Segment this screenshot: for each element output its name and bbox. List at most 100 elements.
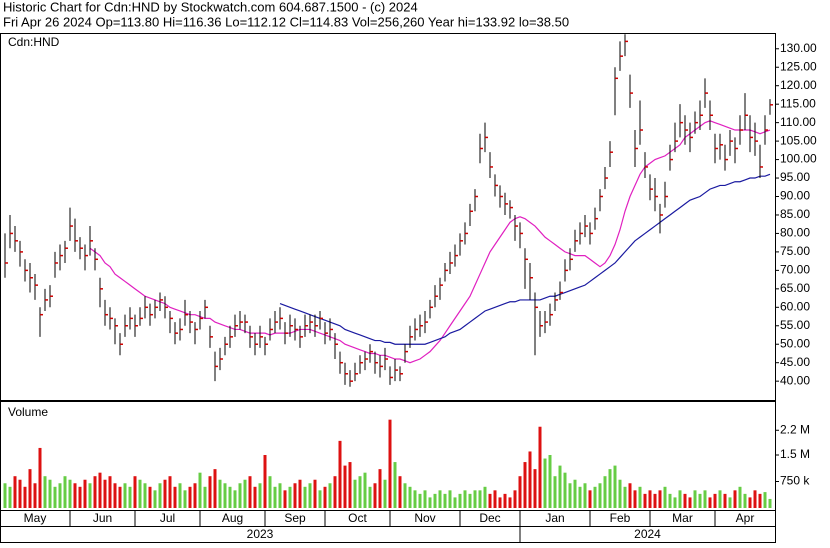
volume-bar [413, 490, 417, 508]
volume-bar [358, 476, 362, 508]
volume-bar [468, 493, 472, 508]
volume-bar [668, 493, 672, 508]
month-label: Jun [93, 511, 112, 525]
y-tick-label: 120.00 [780, 78, 817, 92]
month-label: Aug [222, 511, 243, 525]
volume-bar [88, 483, 92, 508]
volume-bar [288, 486, 292, 508]
volume-bar [263, 455, 267, 508]
volume-bar [698, 493, 702, 508]
volume-bar [768, 498, 772, 508]
volume-bar [83, 479, 87, 508]
volume-bar [238, 483, 242, 508]
y-tick-label: 70.00 [780, 263, 810, 277]
volume-bar [573, 479, 577, 508]
y-tick-label: 60.00 [780, 299, 810, 313]
volume-bar [418, 493, 422, 508]
volume-bar [268, 476, 272, 508]
volume-bar [658, 490, 662, 508]
volume-bar [523, 462, 527, 508]
volume-bar [563, 472, 567, 508]
volume-bar [453, 497, 457, 508]
volume-bar [163, 479, 167, 508]
volume-bar [63, 476, 67, 508]
chart-title: Historic Chart for Cdn:HND by Stockwatch… [3, 0, 418, 14]
volume-bar [303, 486, 307, 508]
volume-bar [433, 493, 437, 508]
volume-bar [258, 483, 262, 508]
volume-bar [198, 472, 202, 508]
volume-bar [763, 492, 767, 508]
month-label: Jul [160, 511, 175, 525]
volume-bar [388, 419, 392, 508]
volume-bar [678, 490, 682, 508]
volume-tick-label: 750 k [780, 474, 810, 488]
volume-bar [93, 476, 97, 508]
volume-bar [78, 486, 82, 508]
month-label: Apr [736, 511, 755, 525]
volume-bar [743, 493, 747, 508]
y-tick-label: 130.00 [780, 41, 817, 55]
volume-bar [3, 483, 7, 508]
volume-bar [493, 490, 497, 508]
volume-bar [18, 479, 22, 508]
volume-bar [328, 483, 332, 508]
volume-bar [738, 486, 742, 508]
volume-bar [173, 486, 177, 508]
volume-bar [73, 483, 77, 508]
volume-bar [588, 490, 592, 508]
volume-bar [118, 486, 122, 508]
volume-bar [338, 440, 342, 508]
volume-bar [703, 490, 707, 508]
volume-bar [248, 476, 252, 508]
volume-bar [168, 476, 172, 508]
y-tick-label: 80.00 [780, 226, 810, 240]
month-label: Nov [414, 511, 435, 525]
volume-bar [648, 490, 652, 508]
y-tick-label: 115.00 [780, 96, 816, 110]
volume-bar [443, 493, 447, 508]
volume-bar [363, 472, 367, 508]
volume-bar [478, 490, 482, 508]
volume-bar [233, 490, 237, 508]
volume-label: Volume [8, 405, 48, 419]
volume-bar [123, 483, 127, 508]
volume-bar [643, 493, 647, 508]
volume-bar [538, 426, 542, 508]
volume-bar [143, 483, 147, 508]
volume-bar [533, 469, 537, 508]
volume-bar [693, 490, 697, 508]
volume-bar [38, 447, 42, 508]
volume-bar [428, 497, 432, 508]
moving-average [279, 173, 771, 345]
volume-bar [653, 493, 657, 508]
symbol-label: Cdn:HND [8, 35, 60, 49]
volume-bar [728, 497, 732, 508]
volume-bar [348, 462, 352, 508]
volume-bar [373, 483, 377, 508]
volume-bar [68, 479, 72, 508]
volume-bar [473, 490, 477, 508]
y-tick-label: 75.00 [780, 244, 810, 258]
y-tick-label: 65.00 [780, 281, 810, 295]
volume-bar [423, 490, 427, 508]
y-tick-label: 125.00 [780, 59, 817, 73]
volume-bar [343, 465, 347, 508]
volume-bar [463, 490, 467, 508]
volume-bar [578, 486, 582, 508]
volume-bar [753, 490, 757, 508]
month-label: Sep [284, 511, 306, 525]
volume-bar [293, 483, 297, 508]
volume-bar [53, 486, 57, 508]
volume-bar [723, 493, 727, 508]
volume-bar [203, 486, 207, 508]
volume-bar [218, 479, 222, 508]
volume-bar [98, 472, 102, 508]
volume-bar [713, 493, 717, 508]
volume-bar [318, 490, 322, 508]
volume-bar [518, 476, 522, 508]
volume-bar [638, 486, 642, 508]
volume-bar [483, 486, 487, 508]
volume-bar [733, 490, 737, 508]
